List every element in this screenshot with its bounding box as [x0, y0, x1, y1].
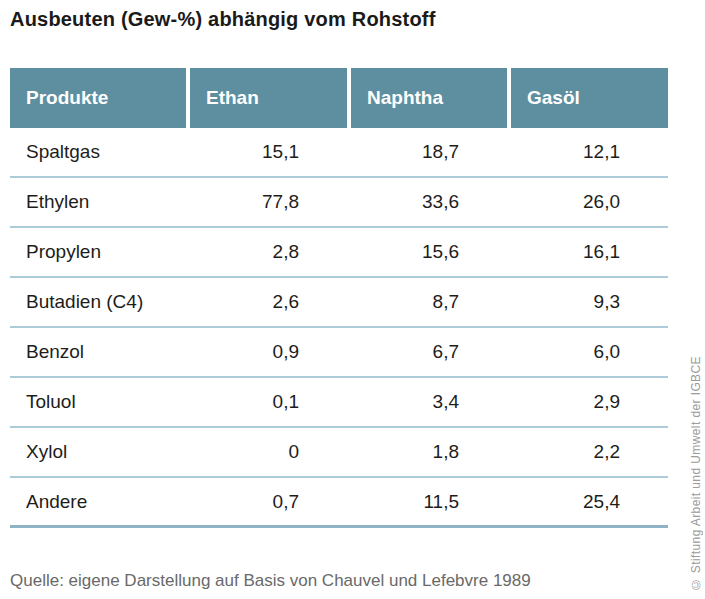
- product-cell: Benzol: [10, 341, 186, 363]
- page-title: Ausbeuten (Gew-%) abhängig vom Rohstoff: [10, 8, 436, 31]
- data-table: Produkte Ethan Naphtha Gasöl Spaltgas 15…: [10, 68, 668, 528]
- value-cell: 15,1: [190, 141, 347, 163]
- value-cell: 0,1: [190, 391, 347, 413]
- copyright-notice: © Stiftung Arbeit und Umwelt der IGBCE: [689, 356, 703, 591]
- product-cell: Andere: [10, 491, 186, 513]
- product-cell: Butadien (C4): [10, 291, 186, 313]
- table-row: Benzol 0,9 6,7 6,0: [10, 328, 668, 378]
- table-row: Spaltgas 15,1 18,7 12,1: [10, 128, 668, 178]
- product-cell: Xylol: [10, 441, 186, 463]
- value-cell: 11,5: [351, 491, 507, 513]
- product-cell: Propylen: [10, 241, 186, 263]
- value-cell: 12,1: [511, 141, 668, 163]
- value-cell: 25,4: [511, 491, 668, 513]
- value-cell: 2,9: [511, 391, 668, 413]
- value-cell: 33,6: [351, 191, 507, 213]
- table-row: Butadien (C4) 2,6 8,7 9,3: [10, 278, 668, 328]
- table-row: Toluol 0,1 3,4 2,9: [10, 378, 668, 428]
- value-cell: 0: [190, 441, 347, 463]
- infographic-canvas: Ausbeuten (Gew-%) abhängig vom Rohstoff …: [0, 0, 705, 599]
- value-cell: 0,9: [190, 341, 347, 363]
- value-cell: 9,3: [511, 291, 668, 313]
- value-cell: 0,7: [190, 491, 347, 513]
- header-cell-naphtha: Naphtha: [351, 68, 507, 128]
- value-cell: 6,7: [351, 341, 507, 363]
- table-row: Andere 0,7 11,5 25,4: [10, 478, 668, 528]
- product-cell: Spaltgas: [10, 141, 186, 163]
- value-cell: 6,0: [511, 341, 668, 363]
- value-cell: 2,2: [511, 441, 668, 463]
- value-cell: 8,7: [351, 291, 507, 313]
- value-cell: 18,7: [351, 141, 507, 163]
- header-cell-ethan: Ethan: [190, 68, 347, 128]
- value-cell: 15,6: [351, 241, 507, 263]
- product-cell: Ethylen: [10, 191, 186, 213]
- table-row: Xylol 0 1,8 2,2: [10, 428, 668, 478]
- value-cell: 26,0: [511, 191, 668, 213]
- table-row: Propylen 2,8 15,6 16,1: [10, 228, 668, 278]
- value-cell: 1,8: [351, 441, 507, 463]
- table-header-row: Produkte Ethan Naphtha Gasöl: [10, 68, 668, 128]
- value-cell: 2,8: [190, 241, 347, 263]
- value-cell: 77,8: [190, 191, 347, 213]
- source-note: Quelle: eigene Darstellung auf Basis von…: [10, 571, 531, 591]
- value-cell: 3,4: [351, 391, 507, 413]
- table-row: Ethylen 77,8 33,6 26,0: [10, 178, 668, 228]
- value-cell: 2,6: [190, 291, 347, 313]
- product-cell: Toluol: [10, 391, 186, 413]
- value-cell: 16,1: [511, 241, 668, 263]
- header-cell-produkte: Produkte: [10, 68, 186, 128]
- header-cell-gasoel: Gasöl: [511, 68, 668, 128]
